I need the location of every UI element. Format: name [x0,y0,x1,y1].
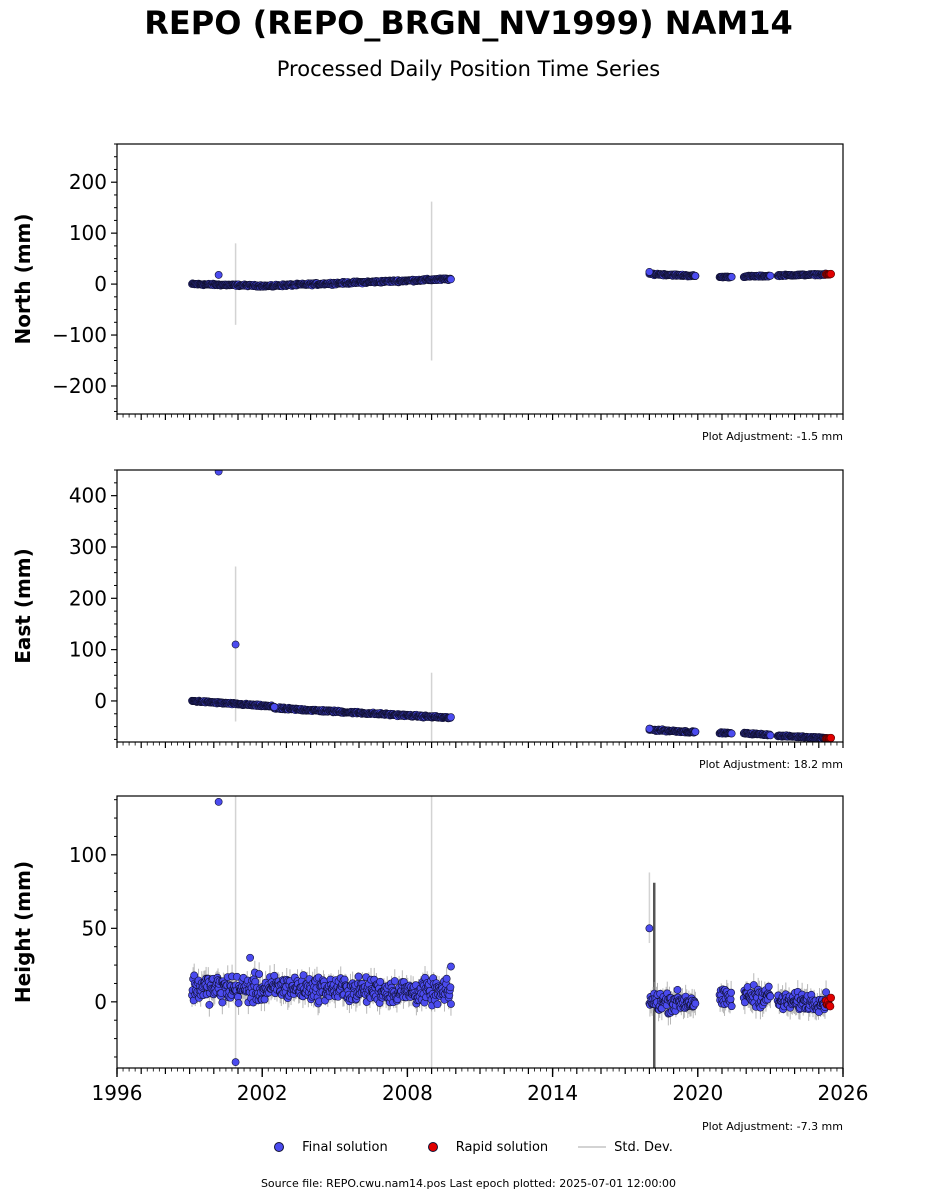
height-xtick-label: 2020 [672,1081,723,1105]
height-ytick-label: 0 [94,990,107,1014]
height-ylabel: Height (mm) [11,861,35,1003]
source-line: Source file: REPO.cwu.nam14.pos Last epo… [260,1177,677,1190]
height-final-point [822,988,830,997]
east-final-point [727,729,736,738]
height-frame [116,795,844,1069]
height-ytick-label: 100 [69,843,107,867]
height-final-point [205,1000,214,1009]
legend: Final solution Rapid solution Std. Dev. [0,1137,937,1157]
height-xtick-label: 1996 [92,1081,143,1105]
height-final-point [354,972,363,981]
height-final-point [446,983,455,992]
north-ytick-label: −200 [52,374,107,398]
north-plot-adjustment: Plot Adjustment: -1.5 mm [702,430,843,443]
north-rapid-point [826,269,836,279]
legend-rapid-label: Rapid solution [455,1139,549,1155]
east-ytick-label: 300 [69,535,107,559]
height-outlier-point [447,962,455,971]
chart-subtitle: Processed Daily Position Time Series [276,57,661,81]
east-ytick-label: 0 [94,689,107,713]
legend-rapid-marker [427,1142,438,1152]
east-ylabel: East (mm) [11,548,35,664]
height-outlier-point [246,953,254,962]
height-final-point [727,1002,736,1011]
east-outlier-point [214,470,223,476]
north-ytick-label: 200 [69,170,107,194]
height-xtick-label: 2026 [818,1081,869,1105]
east-outlier-point [691,727,700,736]
north-final-point [766,271,775,280]
height-rapid-point [826,1002,835,1011]
height-final-point [218,998,227,1007]
east-ytick-label: 100 [69,638,107,662]
east-ytick-label: 200 [69,586,107,610]
height-ytick-label: 50 [82,916,107,940]
height-plot-adjustment: Plot Adjustment: -7.3 mm [702,1120,843,1133]
north-final-point [727,273,736,281]
height-final-point [299,971,308,980]
north-final-point [447,275,455,284]
height-final-point [764,982,773,991]
north-ytick-label: −100 [52,323,107,347]
north-ytick-label: 0 [94,272,107,296]
height-plot-area [188,796,836,1068]
height-final-point [442,974,451,983]
height-outlier-point [231,1058,240,1067]
legend-final-label: Final solution [302,1139,388,1155]
height-outlier-point [645,924,654,933]
east-outlier-point [270,703,279,712]
height-final-point [255,970,264,978]
legend-final-marker [274,1142,285,1152]
north-outlier-point [691,272,700,280]
north-ytick-label: 100 [69,221,107,245]
chart-title: REPO (REPO_BRGN_NV1999) NAM14 [144,4,793,42]
height-final-point [673,985,682,994]
east-outlier-point [231,640,240,649]
east-outlier-point [645,724,654,733]
east-plot-area [188,470,835,742]
legend-final: Final solution [264,1140,388,1155]
height-outlier-point [214,797,223,806]
height-xtick-label: 2008 [382,1081,433,1105]
height-final-point [727,988,736,997]
height-final-point [447,1000,455,1008]
legend-rapid: Rapid solution [418,1140,548,1155]
north-outlier-point [645,267,654,276]
north-outlier-point [214,271,223,279]
height-final-point [376,977,385,986]
north-plot-area [188,201,836,361]
height-xtick-label: 2002 [237,1081,288,1105]
height-final-point [433,1000,442,1009]
height-final-point [726,995,735,1004]
height-rapid-point [826,993,836,1002]
height-final-point [766,992,775,1001]
east-final-point [447,713,455,722]
east-ytick-label: 400 [69,484,107,508]
height-final-point [691,999,700,1008]
height-final-point [234,999,243,1008]
legend-stddev-marker [578,1146,607,1148]
height-xtick-label: 2014 [527,1081,578,1105]
height-final-point [190,971,199,980]
height-final-point [390,977,399,985]
east-final-point [766,731,775,740]
legend-stddev-label: Std. Dev. [614,1139,673,1155]
east-rapid-point [826,733,835,742]
legend-stddev: Std. Dev. [578,1140,673,1155]
east-plot-adjustment: Plot Adjustment: 18.2 mm [699,758,843,771]
north-ylabel: North (mm) [11,213,35,344]
